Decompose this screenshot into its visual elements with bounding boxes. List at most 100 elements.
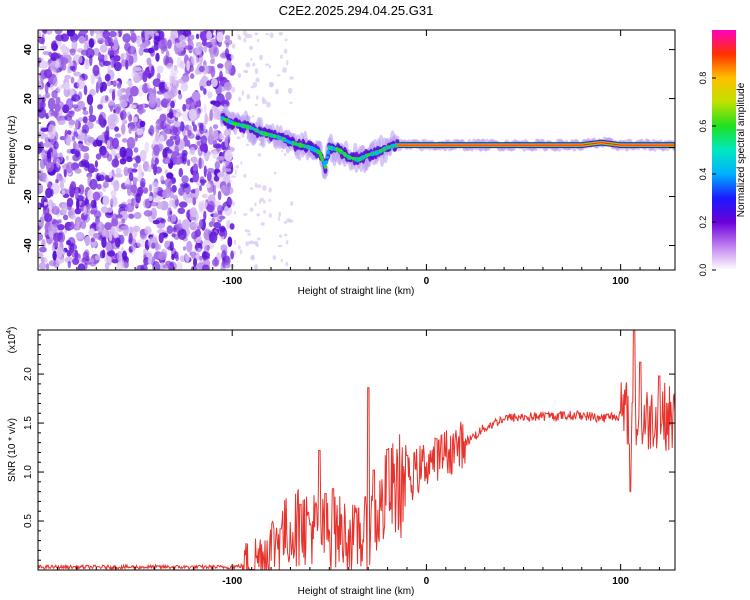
colorbar-tick-label: 0.0	[698, 264, 708, 277]
noise-blob	[207, 200, 216, 213]
spectrogram-panel: -100 0 100 -40 -20 0 20 40 Height of straight l…	[7, 29, 676, 297]
noise-blob	[252, 81, 258, 88]
noise-blob	[278, 31, 283, 36]
noise-blob	[71, 94, 81, 102]
noise-blob	[90, 209, 96, 215]
noise-blob	[69, 110, 75, 116]
noise-blob	[127, 45, 137, 55]
noise-blob	[190, 189, 197, 194]
noise-blob	[80, 220, 87, 230]
noise-blob	[240, 161, 243, 165]
noise-blob	[90, 73, 95, 85]
noise-blob	[39, 216, 44, 228]
noise-blob	[213, 210, 219, 221]
noise-blob	[78, 35, 86, 44]
noise-blob	[83, 58, 90, 70]
snr-series-line	[38, 330, 675, 570]
noise-blob	[105, 241, 112, 252]
noise-blob	[207, 151, 212, 156]
noise-blob	[116, 250, 122, 262]
noise-blob	[66, 240, 71, 246]
noise-blob	[113, 55, 121, 62]
noise-blob	[132, 67, 142, 72]
noise-blob	[253, 241, 256, 245]
noise-blob	[69, 214, 77, 220]
noise-blob	[156, 97, 161, 108]
noise-blob	[191, 91, 201, 102]
noise-blob	[66, 130, 72, 136]
noise-blob	[83, 159, 90, 172]
noise-blob	[149, 201, 159, 207]
noise-blob	[83, 152, 90, 162]
noise-blob	[71, 39, 78, 51]
noise-blob	[106, 139, 111, 149]
noise-blob	[125, 184, 131, 190]
noise-blob	[44, 82, 49, 94]
noise-blob	[75, 118, 79, 129]
noise-blob	[231, 175, 237, 178]
noise-blob	[245, 241, 250, 247]
noise-blob	[223, 81, 232, 91]
noise-blob	[155, 52, 160, 62]
noise-blob	[164, 81, 173, 90]
noise-blob	[148, 184, 153, 192]
noise-blob	[246, 94, 251, 100]
noise-blob	[45, 187, 53, 199]
noise-blob	[198, 65, 205, 73]
noise-blob	[49, 60, 59, 71]
noise-blob	[101, 150, 110, 159]
noise-blob	[178, 187, 185, 196]
noise-blob	[203, 165, 207, 178]
noise-blob	[237, 72, 242, 78]
noise-blob	[223, 262, 231, 269]
noise-blob	[56, 246, 63, 258]
noise-blob	[249, 187, 254, 190]
noise-blob	[104, 174, 109, 182]
noise-blob	[260, 222, 265, 226]
noise-blob	[43, 141, 53, 148]
noise-blob	[155, 106, 163, 112]
noise-blob	[202, 264, 210, 270]
noise-blob	[223, 205, 233, 216]
noise-blob	[177, 30, 185, 35]
noise-blob	[268, 198, 271, 203]
noise-blob	[180, 82, 189, 92]
noise-blob	[99, 250, 105, 259]
noise-blob	[107, 50, 115, 57]
noise-blob	[143, 257, 150, 266]
noise-blob	[212, 124, 219, 130]
noise-blob	[227, 236, 233, 248]
noise-blob	[121, 138, 128, 143]
noise-blob	[190, 73, 195, 79]
noise-blob	[193, 257, 197, 267]
noise-blob	[195, 187, 200, 197]
noise-blob	[256, 237, 261, 241]
noise-blob	[88, 38, 95, 49]
noise-blob	[270, 82, 274, 88]
noise-blob	[47, 97, 56, 110]
noise-blob	[225, 41, 230, 48]
noise-blob	[83, 41, 89, 52]
noise-blob	[169, 124, 178, 136]
noise-blob	[238, 96, 242, 102]
noise-blob	[167, 39, 172, 49]
colorbar-gradient	[712, 30, 736, 270]
noise-blob	[236, 136, 241, 140]
colorbar-ticks: 0.0 0.2 0.4 0.6 0.8	[698, 72, 716, 277]
noise-blob	[164, 93, 170, 100]
noise-blob	[92, 191, 101, 201]
noise-blob	[206, 183, 211, 189]
noise-blob	[105, 207, 114, 213]
y-tick-label: -40	[23, 238, 34, 253]
y-tick-label: 2.0	[23, 367, 34, 381]
noise-blob	[84, 198, 89, 205]
x-tick-label: -100	[222, 276, 242, 287]
noise-blob	[91, 168, 99, 172]
noise-blob	[189, 207, 198, 218]
noise-blob	[43, 69, 53, 79]
noise-blob	[53, 240, 59, 248]
noise-blob	[160, 120, 167, 130]
noise-blob	[45, 263, 50, 270]
snr-multiplier-base: (x10	[7, 333, 18, 353]
noise-blob	[72, 104, 79, 109]
